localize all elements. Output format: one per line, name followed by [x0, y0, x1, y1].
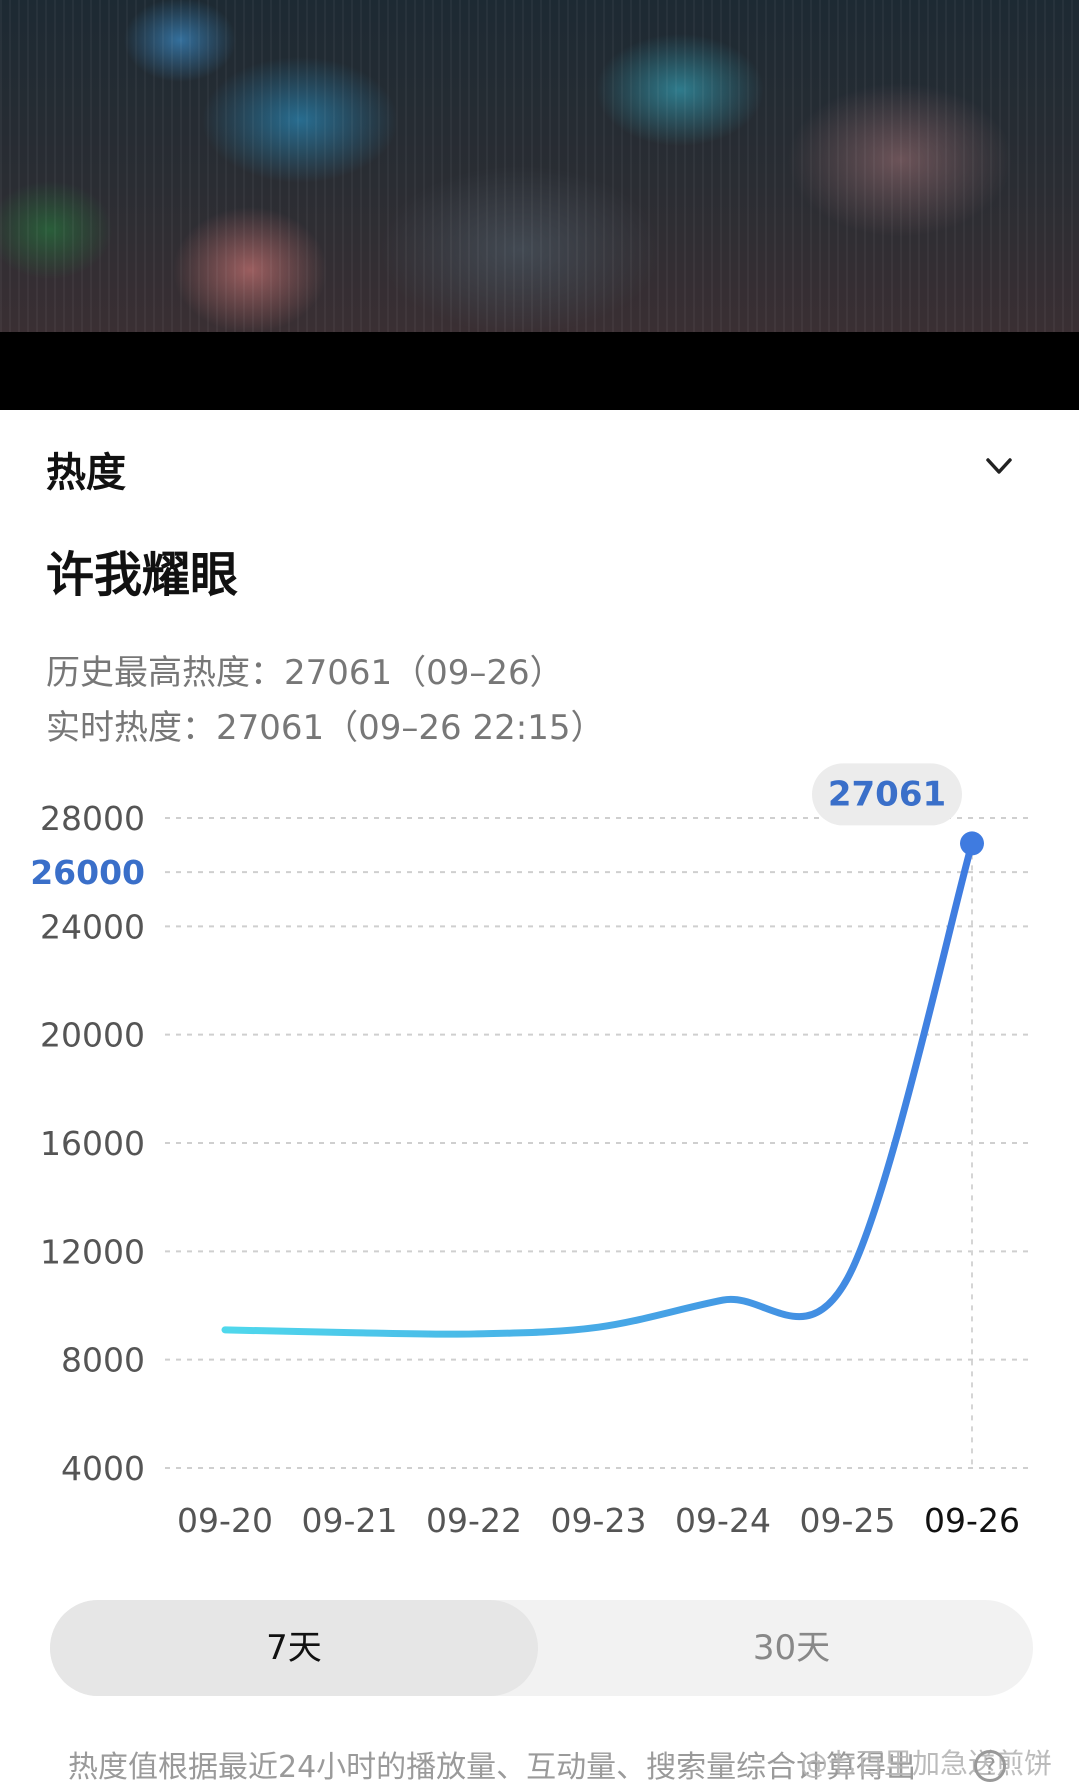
x-tick-label: 09-20 — [177, 1501, 273, 1540]
peak-value-label: 27061 — [828, 774, 946, 814]
rain-overlay — [0, 0, 1079, 332]
y-tick-label: 24000 — [40, 907, 145, 946]
y-tick-label: 16000 — [40, 1124, 145, 1163]
x-tick-label: 09-24 — [675, 1501, 771, 1540]
heat-line-chart: 28000 26000 24000 20000 16000 12000 8000 4000 09… — [30, 763, 1030, 1540]
x-tick-label: 09-26 — [924, 1501, 1020, 1540]
heat-footnote: 热度值根据最近24小时的播放量、互动量、搜索量综合计算得出 — [68, 1750, 917, 1785]
range-tabs: 7天 30天 — [50, 1600, 1033, 1696]
tab-30-days[interactable]: 30天 — [752, 1628, 831, 1668]
peak-point — [960, 831, 984, 856]
chevron-down-icon[interactable] — [985, 452, 1013, 480]
y-tick-label: 4000 — [61, 1449, 145, 1488]
y-tick-label: 8000 — [61, 1341, 145, 1380]
show-title: 许我耀眼 — [46, 547, 239, 603]
x-tick-label: 09-21 — [302, 1501, 398, 1540]
help-icon[interactable]: ? — [974, 1750, 1006, 1782]
y-tick-label: 20000 — [40, 1016, 145, 1055]
heat-chart: 28000 26000 24000 20000 16000 12000 8000 4000 09… — [0, 740, 1079, 1560]
x-tick-label: 09-23 — [551, 1501, 647, 1540]
peak-bubble — [812, 763, 962, 826]
panel-title: 热度 — [46, 450, 126, 496]
heat-series-line — [221, 839, 976, 1338]
watermark: @七百里加急送煎饼 — [800, 1747, 1053, 1780]
tab-7-days[interactable]: 7天 — [50, 1600, 538, 1696]
cover-image — [0, 0, 1079, 332]
max-heat-line: 历史最高热度：27061（09–26） — [46, 653, 564, 693]
y-tick-label: 28000 — [40, 799, 145, 838]
y-tick-label: 26000 — [30, 853, 145, 892]
x-tick-label: 09-25 — [800, 1501, 896, 1540]
image-letterbox — [0, 332, 1079, 410]
realtime-heat-line: 实时热度：27061（09–26 22:15） — [46, 708, 605, 748]
x-tick-label: 09-22 — [426, 1501, 522, 1540]
y-tick-label: 12000 — [40, 1232, 145, 1271]
